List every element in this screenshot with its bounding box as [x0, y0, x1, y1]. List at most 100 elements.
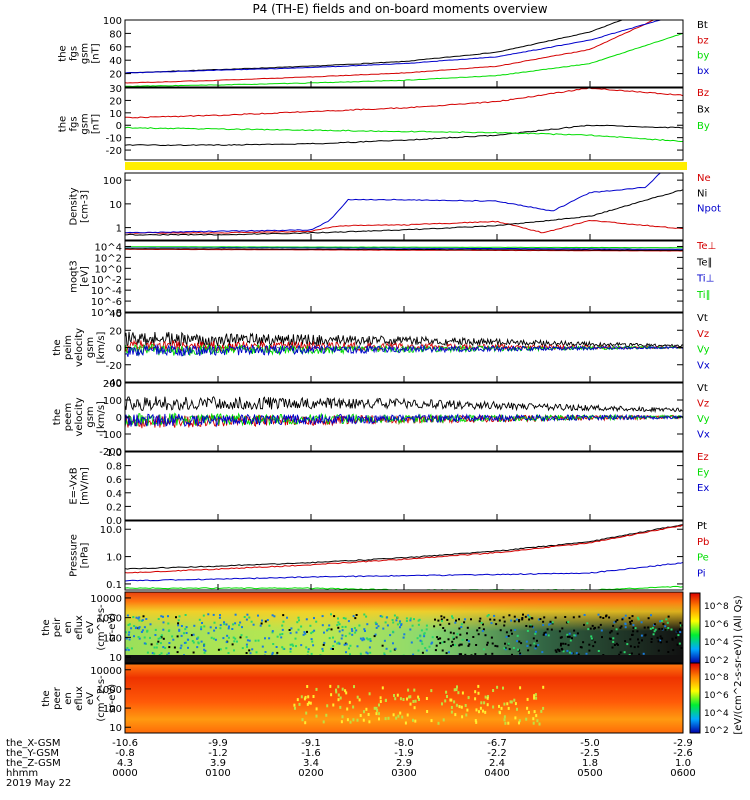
panel-traces	[125, 331, 683, 357]
heatmap-pixel	[644, 633, 647, 636]
heatmap-pixel	[637, 618, 640, 621]
heatmap-pixel	[330, 613, 332, 616]
heatmap-pixel	[455, 703, 458, 707]
heatmap-pixel	[309, 701, 312, 705]
heatmap-pixel	[337, 621, 340, 624]
heatmap-pixel	[556, 648, 559, 651]
heatmap-pixel	[474, 697, 477, 701]
heatmap-pixel	[172, 638, 175, 641]
heatmap-pixel	[352, 615, 355, 618]
heatmap-pixel	[315, 620, 318, 623]
heatmap-pixel	[630, 619, 633, 622]
ytick-label: 100	[103, 176, 122, 187]
heatmap-pixel	[518, 619, 521, 621]
heatmap-pixel	[667, 627, 670, 629]
xaxis-date: 2019 May 22	[6, 778, 71, 789]
heatmap-pixel	[677, 634, 680, 637]
heatmap-pixel	[544, 631, 547, 634]
heatmap-pixel	[178, 629, 181, 632]
ytick-label: 1.0	[106, 448, 122, 459]
heatmap-pixel	[532, 717, 535, 721]
legend-Te⊥: Te⊥	[696, 241, 716, 252]
ylabel-line: the	[58, 116, 69, 132]
ytick-label: 10^0	[95, 264, 122, 275]
heatmap-pixel	[332, 636, 334, 639]
heatmap-pixel	[573, 634, 576, 637]
heatmap-pixel	[516, 634, 519, 637]
heatmap-pixel	[619, 626, 622, 629]
heatmap-pixel	[353, 685, 355, 689]
heatmap-pixel	[126, 647, 129, 650]
heatmap-pixel	[298, 702, 301, 706]
heatmap-pixel	[493, 618, 496, 621]
heatmap-pixel	[281, 646, 284, 649]
ytick-label: 0	[116, 121, 122, 132]
heatmap-pixel	[423, 632, 426, 635]
heatmap-pixel	[600, 629, 603, 632]
colorbar-tick: 10^6	[704, 691, 729, 701]
heatmap-pixel	[367, 713, 370, 716]
heatmap-pixel	[457, 691, 460, 695]
xaxis-value: -2.2	[487, 748, 507, 759]
heatmap-pixel	[620, 625, 623, 628]
heatmap-pixel	[368, 646, 371, 649]
heatmap-pixel	[363, 628, 366, 631]
heatmap-pixel	[528, 618, 531, 621]
heatmap-pixel	[323, 631, 325, 634]
heatmap-pixel	[143, 642, 146, 645]
heatmap-pixel	[513, 620, 516, 623]
xaxis-value: -0.8	[115, 748, 135, 759]
heatmap-pixel	[166, 653, 169, 656]
heatmap-pixel	[448, 622, 451, 625]
heatmap-pixel	[659, 639, 662, 642]
heatmap-pixel	[594, 641, 597, 644]
series-Vx-line	[125, 343, 683, 357]
heatmap-pixel	[294, 706, 296, 710]
ylabel-line: velocity	[74, 397, 85, 436]
heatmap-pixel	[681, 628, 683, 631]
heatmap-pixel	[363, 710, 365, 714]
heatmap-pixel	[292, 644, 295, 647]
heatmap-pixel	[609, 631, 612, 634]
heatmap-pixel	[187, 638, 190, 641]
heatmap-pixel	[351, 633, 354, 636]
heatmap-pixel	[280, 636, 283, 639]
heatmap-pixel	[135, 626, 138, 629]
heatmap-pixel	[508, 648, 511, 651]
heatmap-pixel	[573, 629, 576, 632]
heatmap-pixel	[413, 618, 415, 621]
heatmap-pixel	[536, 639, 538, 642]
heatmap-pixel	[126, 614, 129, 617]
heatmap-pixel	[271, 631, 274, 634]
heatmap-pixel	[454, 621, 457, 624]
heatmap-pixel	[153, 646, 156, 649]
ylabel-line: the	[41, 619, 52, 635]
heatmap-pixel	[336, 624, 339, 627]
heatmap-pixel	[289, 647, 292, 650]
heatmap-pixel	[484, 653, 487, 656]
ytick-label: 10^4	[95, 243, 122, 254]
heatmap-pixel	[504, 721, 507, 725]
heatmap-pixel	[629, 645, 632, 648]
ylabel-line: gsm	[80, 113, 91, 134]
heatmap-pixel	[366, 623, 369, 626]
heatmap-pixel	[421, 651, 424, 654]
heatmap-pixel	[434, 618, 436, 621]
legend-Ti⊥: Ti⊥	[696, 274, 714, 285]
heatmap-pixel	[268, 637, 271, 640]
ylabel-line: [eV]	[80, 266, 91, 287]
series-Pt-line	[125, 524, 683, 570]
heatmap-pixel	[204, 649, 207, 652]
heatmap-pixel	[574, 634, 577, 637]
heatmap-pixel	[223, 623, 226, 626]
series-Bz-line	[125, 88, 683, 119]
heatmap-pixel	[507, 642, 510, 645]
heatmap-pixel	[475, 644, 478, 646]
heatmap-pixel	[433, 625, 436, 628]
heatmap-pixel	[198, 618, 201, 621]
heatmap-pixel	[135, 616, 138, 619]
heatmap-pixel	[344, 689, 347, 693]
panel-frame	[124, 520, 684, 591]
heatmap-pixel	[518, 640, 521, 643]
heatmap-pixel	[658, 628, 661, 630]
